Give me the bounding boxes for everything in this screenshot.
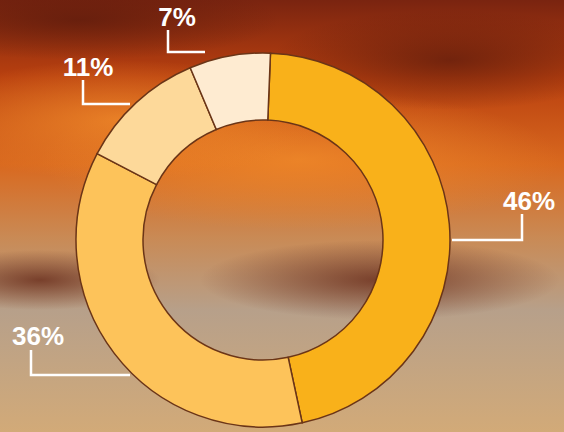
data-label: 46% [503,186,555,216]
data-labels: 46% 36% 11% 7% [12,2,555,375]
cloud [0,0,280,60]
slice [76,154,302,427]
leader-line [31,350,130,375]
slice [268,53,450,423]
leader-line [83,80,130,104]
background [0,0,564,432]
data-label: 7% [158,2,196,32]
chart: 46% 36% 11% 7% [0,0,564,432]
donut [76,53,450,427]
slice [190,53,270,129]
data-label: 11% [63,52,114,82]
leader-line [168,30,205,52]
leader-line [452,214,522,240]
data-label: 36% [12,321,64,351]
